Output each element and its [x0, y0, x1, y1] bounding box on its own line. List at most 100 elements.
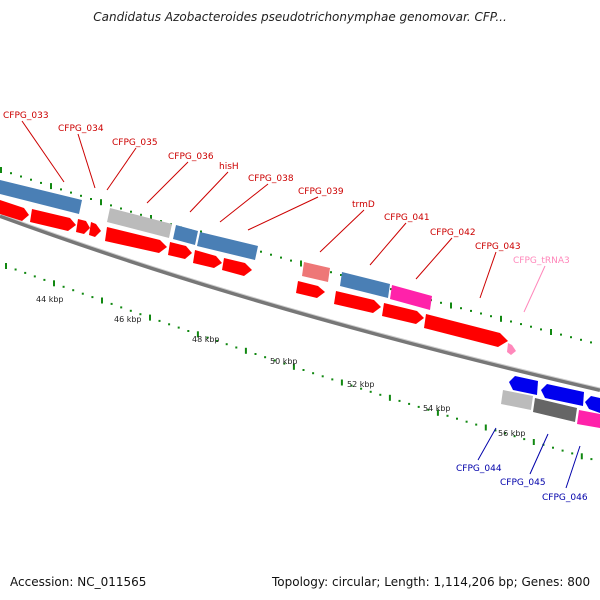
minor-tick: [408, 402, 411, 405]
minor-tick: [70, 191, 72, 194]
minor-tick: [470, 309, 472, 312]
minor-tick: [81, 292, 84, 295]
cds-arrow-045[interactable]: [541, 384, 584, 406]
cds-arrow-038a[interactable]: [193, 250, 222, 268]
gene-label[interactable]: CFPG_046: [542, 493, 588, 503]
gene-label[interactable]: CFPG_tRNA3: [513, 256, 570, 266]
cog-block-036[interactable]: [107, 208, 172, 238]
minor-tick: [139, 313, 142, 316]
minor-tick: [417, 405, 420, 408]
gene-label[interactable]: CFPG_038: [248, 174, 294, 184]
gene-label[interactable]: CFPG_042: [430, 228, 476, 238]
major-tick: [484, 424, 487, 431]
minor-tick: [302, 369, 305, 371]
minor-tick: [440, 301, 442, 304]
minor-tick: [254, 353, 257, 355]
minor-tick: [160, 220, 162, 223]
gene-label[interactable]: CFPG_043: [475, 242, 521, 252]
major-tick: [436, 409, 439, 416]
gene-label[interactable]: CFPG_036: [168, 152, 214, 162]
cds-arrow-trmd[interactable]: [296, 281, 325, 298]
cog-block-046[interactable]: [577, 410, 600, 428]
kbp-label: 52 kbp: [347, 380, 375, 389]
cds-arrow-036[interactable]: [105, 227, 167, 253]
cog-block-044[interactable]: [501, 390, 533, 410]
minor-tick: [90, 198, 92, 200]
gene-label[interactable]: CFPG_039: [298, 187, 344, 197]
minor-tick: [490, 315, 492, 318]
cog-block-033[interactable]: [0, 180, 82, 214]
major-tick: [100, 199, 102, 206]
minor-tick: [43, 278, 46, 281]
cds-arrow-038b[interactable]: [222, 258, 252, 276]
cog-block-trmd[interactable]: [302, 262, 330, 282]
gene-labels: CFPG_033 CFPG_034 CFPG_035 CFPG_036 hisH…: [3, 111, 588, 503]
minor-tick: [72, 289, 75, 292]
gene-label[interactable]: CFPG_033: [3, 111, 49, 121]
minor-tick: [60, 188, 62, 191]
minor-tick: [350, 384, 353, 387]
gene-label[interactable]: CFPG_045: [500, 478, 546, 488]
minor-tick: [360, 387, 363, 390]
minor-tick: [513, 435, 516, 438]
minor-tick: [312, 372, 315, 375]
cog-block-hish[interactable]: [173, 225, 198, 245]
cds-arrow-046[interactable]: [585, 396, 600, 413]
cds-arrow-035b[interactable]: [89, 222, 101, 237]
gene-label[interactable]: CFPG_034: [58, 124, 104, 134]
cog-block-045[interactable]: [533, 398, 577, 422]
minor-tick: [264, 356, 267, 359]
minor-tick: [120, 306, 123, 309]
minor-tick: [129, 309, 132, 312]
genome-backbone-highlight: [0, 213, 600, 389]
cds-arrow-034[interactable]: [30, 209, 76, 231]
cds-arrow-033[interactable]: [0, 200, 29, 221]
trna-arrow[interactable]: [507, 343, 516, 355]
cds-arrow-035a[interactable]: [76, 219, 90, 234]
cds-arrow-043[interactable]: [424, 314, 508, 347]
major-tick: [149, 314, 151, 321]
minor-tick: [590, 341, 592, 344]
cds-arrow-041[interactable]: [334, 291, 381, 313]
major-tick: [340, 379, 343, 386]
cog-block-042[interactable]: [390, 285, 432, 310]
kbp-label: 46 kbp: [114, 315, 142, 324]
minor-tick: [235, 346, 238, 349]
cog-block-038[interactable]: [197, 232, 258, 260]
minor-tick: [20, 175, 22, 178]
gene-label[interactable]: hisH: [219, 162, 239, 172]
kbp-labels: 44 kbp 46 kbp 48 kbp 50 kbp 52 kbp 54 kb…: [36, 295, 526, 438]
major-tick: [196, 331, 199, 338]
minor-tick: [530, 325, 532, 328]
gene-label[interactable]: CFPG_041: [384, 213, 430, 223]
minor-tick: [273, 359, 276, 362]
minor-tick: [456, 417, 458, 420]
major-tick: [150, 215, 152, 221]
major-tick: [50, 183, 52, 190]
major-tick: [450, 302, 452, 309]
minor-tick: [206, 336, 209, 339]
gene-label[interactable]: CFPG_044: [456, 464, 502, 474]
label-leaders: [21, 120, 581, 489]
cog-block-041[interactable]: [340, 272, 390, 298]
cds-arrow-hish[interactable]: [168, 242, 192, 259]
gene-label[interactable]: CFPG_035: [112, 138, 158, 148]
major-tick: [5, 263, 7, 269]
major-tick: [550, 329, 552, 335]
minor-tick: [321, 375, 324, 378]
minor-tick: [379, 393, 382, 396]
gene-label[interactable]: trmD: [352, 200, 375, 210]
major-tick: [500, 315, 502, 322]
minor-tick: [369, 390, 372, 393]
cds-arrow-044[interactable]: [509, 376, 538, 395]
minor-tick: [10, 172, 12, 175]
major-tick: [532, 439, 535, 445]
cds-arrow-042[interactable]: [382, 303, 424, 324]
minor-tick: [590, 458, 593, 461]
minor-tick: [62, 285, 65, 288]
minor-tick: [494, 429, 497, 432]
minor-tick: [110, 204, 112, 207]
minor-tick: [270, 253, 272, 256]
minor-tick: [14, 268, 17, 271]
